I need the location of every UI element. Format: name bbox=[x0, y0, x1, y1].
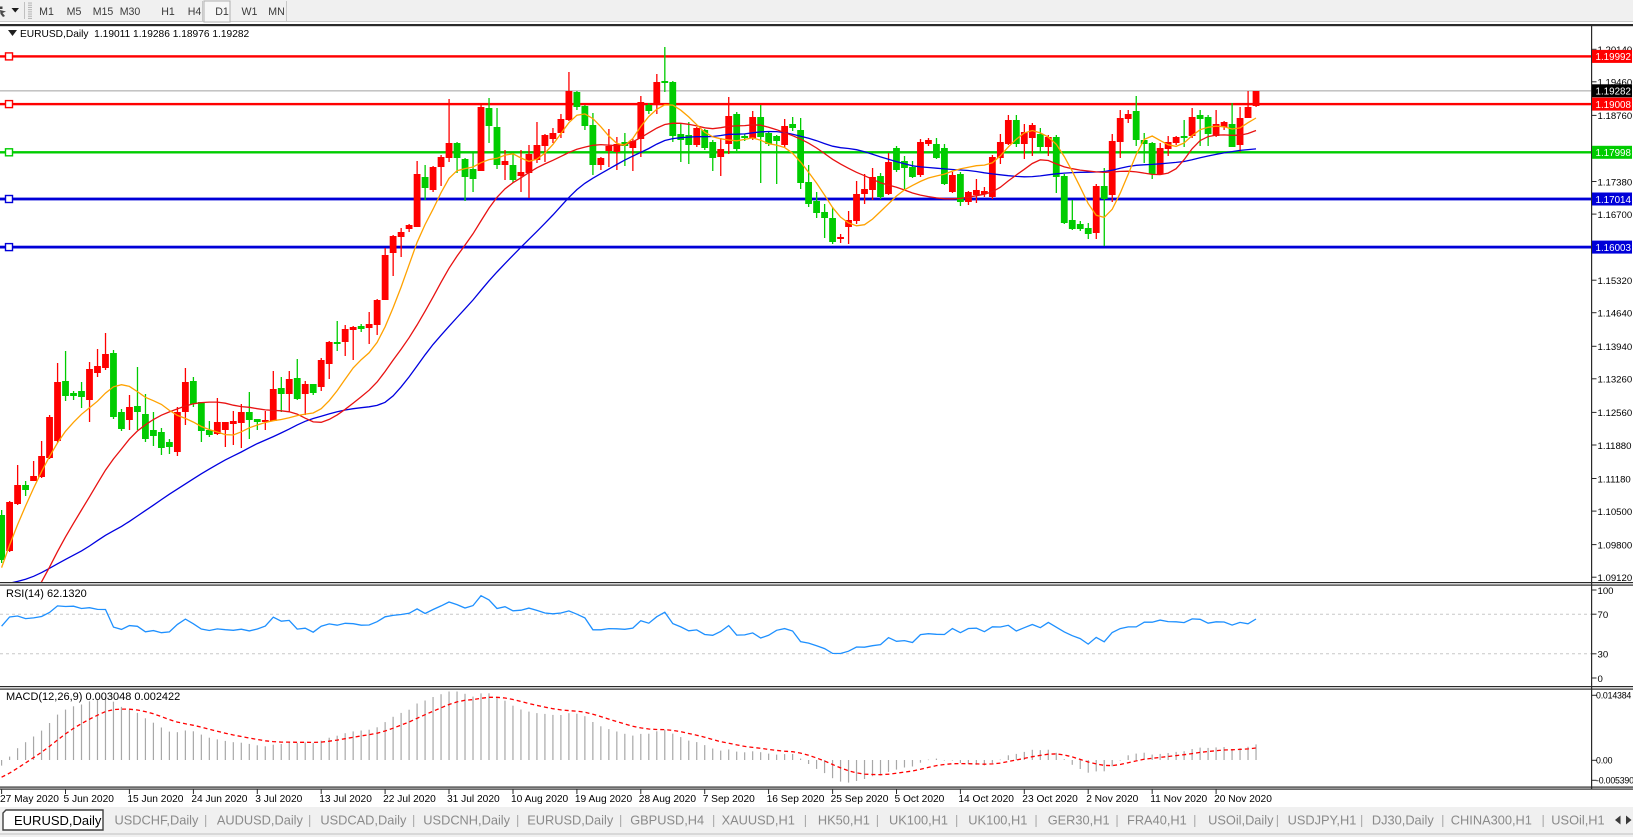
svg-text:MN: MN bbox=[268, 6, 284, 18]
svg-text:13 Jul 2020: 13 Jul 2020 bbox=[319, 794, 372, 805]
svg-text:|: | bbox=[1441, 813, 1444, 828]
svg-text:1.19992: 1.19992 bbox=[1596, 52, 1631, 63]
svg-text:100: 100 bbox=[1598, 586, 1614, 597]
svg-text:XAUUSD,H1: XAUUSD,H1 bbox=[722, 813, 795, 828]
svg-text:31 Jul 2020: 31 Jul 2020 bbox=[447, 794, 500, 805]
svg-text:7 Sep 2020: 7 Sep 2020 bbox=[703, 794, 755, 805]
svg-text:M30: M30 bbox=[120, 6, 141, 18]
svg-text:-0.005390: -0.005390 bbox=[1596, 776, 1633, 786]
svg-text:1.11880: 1.11880 bbox=[1598, 441, 1632, 452]
svg-text:|: | bbox=[804, 813, 807, 828]
svg-text:1.16003: 1.16003 bbox=[1596, 243, 1632, 254]
svg-text:1.11180: 1.11180 bbox=[1598, 474, 1631, 485]
svg-text:EURUSD,Daily 1.19011 1.19286: EURUSD,Daily 1.19011 1.19286 1.18976 1.1… bbox=[20, 29, 250, 40]
svg-text:RSI(14) 62.1320: RSI(14) 62.1320 bbox=[6, 588, 87, 600]
svg-text:MACD(12,26,9) 0.003048 0.00242: MACD(12,26,9) 0.003048 0.002422 bbox=[6, 691, 180, 703]
svg-text:19 Aug 2020: 19 Aug 2020 bbox=[575, 794, 633, 805]
svg-text:|: | bbox=[1115, 813, 1118, 828]
svg-text:UK100,H1: UK100,H1 bbox=[889, 813, 948, 828]
svg-text:5 Oct 2020: 5 Oct 2020 bbox=[895, 794, 945, 805]
svg-text:FRA40,H1: FRA40,H1 bbox=[1127, 813, 1187, 828]
svg-text:M1: M1 bbox=[39, 6, 54, 18]
svg-text:GBPUSD,H4: GBPUSD,H4 bbox=[630, 813, 704, 828]
svg-text:|: | bbox=[516, 813, 519, 828]
svg-text:30: 30 bbox=[1598, 650, 1609, 661]
svg-text:5 Jun 2020: 5 Jun 2020 bbox=[64, 794, 115, 805]
svg-text:28 Aug 2020: 28 Aug 2020 bbox=[639, 794, 697, 805]
svg-text:H4: H4 bbox=[188, 6, 202, 18]
svg-text:|: | bbox=[1276, 813, 1279, 828]
svg-text:11 Nov 2020: 11 Nov 2020 bbox=[1150, 794, 1207, 805]
svg-text:USDJPY,H1: USDJPY,H1 bbox=[1288, 813, 1357, 828]
svg-text:1.19282: 1.19282 bbox=[1596, 87, 1631, 98]
svg-text:0: 0 bbox=[1598, 674, 1603, 685]
svg-text:USDCHF,Daily: USDCHF,Daily bbox=[115, 813, 199, 828]
svg-text:16 Sep 2020: 16 Sep 2020 bbox=[767, 794, 825, 805]
svg-text:0.014384: 0.014384 bbox=[1596, 691, 1631, 701]
svg-text:1.09120: 1.09120 bbox=[1598, 573, 1633, 584]
svg-text:USOil,H1: USOil,H1 bbox=[1551, 813, 1604, 828]
svg-text:70: 70 bbox=[1598, 610, 1609, 621]
svg-text:1.14640: 1.14640 bbox=[1598, 309, 1633, 320]
svg-text:|: | bbox=[876, 813, 879, 828]
svg-text:14 Oct 2020: 14 Oct 2020 bbox=[958, 794, 1014, 805]
svg-text:23 Oct 2020: 23 Oct 2020 bbox=[1022, 794, 1078, 805]
svg-text:0.00: 0.00 bbox=[1596, 756, 1613, 766]
svg-text:|: | bbox=[308, 813, 311, 828]
svg-text:|: | bbox=[204, 813, 207, 828]
svg-text:1.13940: 1.13940 bbox=[1598, 342, 1633, 353]
svg-text:|: | bbox=[1034, 813, 1037, 828]
svg-text:1.15320: 1.15320 bbox=[1598, 276, 1633, 287]
svg-text:24 Jun 2020: 24 Jun 2020 bbox=[191, 794, 247, 805]
svg-text:1.12560: 1.12560 bbox=[1598, 408, 1633, 419]
svg-text:|: | bbox=[412, 813, 415, 828]
svg-text:10 Aug 2020: 10 Aug 2020 bbox=[511, 794, 569, 805]
svg-text:CHINA300,H1: CHINA300,H1 bbox=[1451, 813, 1532, 828]
svg-text:W1: W1 bbox=[242, 6, 258, 18]
svg-text:M5: M5 bbox=[67, 6, 82, 18]
svg-text:1.10500: 1.10500 bbox=[1598, 507, 1633, 518]
svg-text:HK50,H1: HK50,H1 bbox=[818, 813, 870, 828]
svg-text:15 Jun 2020: 15 Jun 2020 bbox=[127, 794, 183, 805]
svg-text:1.09800: 1.09800 bbox=[1598, 540, 1633, 551]
svg-text:GER30,H1: GER30,H1 bbox=[1048, 813, 1110, 828]
svg-text:EURUSD,Daily: EURUSD,Daily bbox=[14, 813, 102, 828]
svg-text:H1: H1 bbox=[161, 6, 175, 18]
svg-text:AUDUSD,Daily: AUDUSD,Daily bbox=[217, 813, 304, 828]
svg-text:UK100,H1: UK100,H1 bbox=[968, 813, 1027, 828]
svg-text:1.19008: 1.19008 bbox=[1596, 100, 1632, 111]
svg-text:20 Nov 2020: 20 Nov 2020 bbox=[1214, 794, 1272, 805]
svg-text:1.17380: 1.17380 bbox=[1598, 177, 1633, 188]
svg-text:25 Sep 2020: 25 Sep 2020 bbox=[831, 794, 889, 805]
svg-text:27 May 2020: 27 May 2020 bbox=[0, 794, 59, 805]
svg-text:|: | bbox=[955, 813, 958, 828]
svg-text:|: | bbox=[1193, 813, 1196, 828]
svg-text:1.19460: 1.19460 bbox=[1598, 78, 1633, 89]
svg-text:|: | bbox=[619, 813, 622, 828]
svg-text:1.18760: 1.18760 bbox=[1598, 111, 1633, 122]
svg-text:USDCNH,Daily: USDCNH,Daily bbox=[423, 813, 510, 828]
svg-text:1.16700: 1.16700 bbox=[1598, 210, 1633, 221]
svg-text:|: | bbox=[1542, 813, 1545, 828]
svg-text:USDCAD,Daily: USDCAD,Daily bbox=[320, 813, 407, 828]
svg-text:DJ30,Daily: DJ30,Daily bbox=[1372, 813, 1434, 828]
svg-text:1.17014: 1.17014 bbox=[1596, 195, 1632, 206]
svg-text:M15: M15 bbox=[93, 6, 114, 18]
svg-text:|: | bbox=[712, 813, 715, 828]
svg-text:EURUSD,Daily: EURUSD,Daily bbox=[527, 813, 614, 828]
svg-text:2 Nov 2020: 2 Nov 2020 bbox=[1086, 794, 1138, 805]
svg-text:1.13260: 1.13260 bbox=[1598, 375, 1633, 386]
svg-text:USOil,Daily: USOil,Daily bbox=[1208, 813, 1274, 828]
svg-text:|: | bbox=[1360, 813, 1363, 828]
svg-text:3 Jul 2020: 3 Jul 2020 bbox=[255, 794, 302, 805]
svg-text:1.17998: 1.17998 bbox=[1596, 148, 1632, 159]
svg-text:D1: D1 bbox=[215, 6, 229, 18]
svg-text:22 Jul 2020: 22 Jul 2020 bbox=[383, 794, 436, 805]
